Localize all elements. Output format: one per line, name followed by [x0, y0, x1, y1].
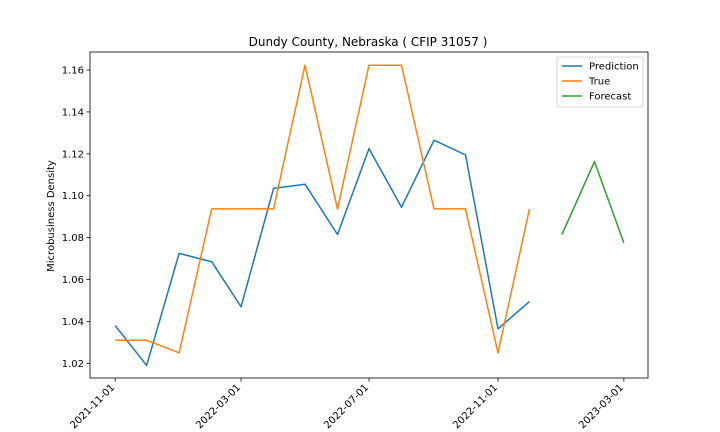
- y-tick-label: 1.16: [62, 66, 84, 77]
- y-tick-label: 1.14: [62, 107, 84, 118]
- y-axis-label: Microbusiness Density: [46, 160, 57, 272]
- y-tick-label: 1.06: [62, 275, 84, 286]
- legend-label-forecast: Forecast: [589, 92, 631, 103]
- chart-title: Dundy County, Nebraska ( CFIP 31057 ): [249, 35, 488, 49]
- y-tick-label: 1.10: [62, 191, 84, 202]
- y-tick-label: 1.12: [62, 149, 84, 160]
- y-tick-label: 1.08: [62, 233, 84, 244]
- legend-label-true: True: [588, 77, 610, 88]
- y-tick-label: 1.04: [62, 317, 84, 328]
- series-layer: [114, 64, 625, 367]
- series-line-forecast: [561, 160, 625, 244]
- plot-background: [90, 52, 648, 378]
- legend-label-prediction: Prediction: [589, 62, 639, 73]
- legend: Prediction True Forecast: [556, 56, 644, 108]
- plot-area: [90, 52, 648, 378]
- legend-box: [556, 56, 644, 108]
- y-tick-label: 1.02: [62, 359, 84, 370]
- series-line-prediction: [114, 139, 530, 367]
- series-line-true: [115, 64, 531, 354]
